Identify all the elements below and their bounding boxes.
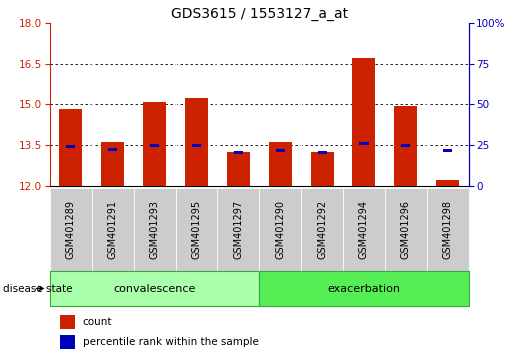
Bar: [59, 108, 82, 186]
Bar: [227, 152, 250, 186]
Bar: [50, 188, 92, 271]
Bar: [234, 151, 243, 154]
Text: GSM401289: GSM401289: [66, 200, 76, 259]
Bar: [60, 335, 75, 348]
Bar: [401, 144, 410, 147]
Bar: [108, 148, 117, 151]
Text: GSM401295: GSM401295: [192, 200, 201, 259]
Bar: [134, 188, 176, 271]
Bar: [260, 188, 301, 271]
Text: disease state: disease state: [3, 284, 72, 293]
Bar: [394, 106, 417, 186]
Text: exacerbation: exacerbation: [328, 284, 401, 293]
Bar: [92, 188, 134, 271]
Bar: [385, 188, 427, 271]
Text: GSM401292: GSM401292: [317, 200, 327, 259]
Bar: [176, 188, 217, 271]
Bar: [217, 188, 260, 271]
Bar: [311, 152, 334, 186]
Text: GSM401293: GSM401293: [150, 200, 160, 259]
Bar: [352, 58, 375, 186]
Title: GDS3615 / 1553127_a_at: GDS3615 / 1553127_a_at: [171, 7, 348, 21]
Bar: [260, 271, 469, 306]
Bar: [436, 181, 459, 186]
Bar: [192, 144, 201, 147]
Bar: [101, 142, 124, 186]
Bar: [66, 145, 76, 148]
Text: count: count: [83, 318, 112, 327]
Bar: [359, 142, 369, 145]
Bar: [60, 315, 75, 329]
Text: GSM401296: GSM401296: [401, 200, 411, 259]
Bar: [50, 271, 260, 306]
Bar: [318, 151, 327, 154]
Bar: [269, 142, 292, 186]
Text: GSM401291: GSM401291: [108, 200, 118, 259]
Text: GSM401294: GSM401294: [359, 200, 369, 259]
Bar: [150, 144, 159, 147]
Bar: [276, 149, 285, 152]
Text: GSM401290: GSM401290: [275, 200, 285, 259]
Text: percentile rank within the sample: percentile rank within the sample: [83, 337, 259, 347]
Text: convalescence: convalescence: [113, 284, 196, 293]
Bar: [185, 98, 208, 186]
Text: GSM401297: GSM401297: [233, 200, 244, 259]
Bar: [443, 149, 452, 152]
Bar: [427, 188, 469, 271]
Text: GSM401298: GSM401298: [443, 200, 453, 259]
Bar: [301, 188, 343, 271]
Bar: [343, 188, 385, 271]
Bar: [143, 102, 166, 186]
